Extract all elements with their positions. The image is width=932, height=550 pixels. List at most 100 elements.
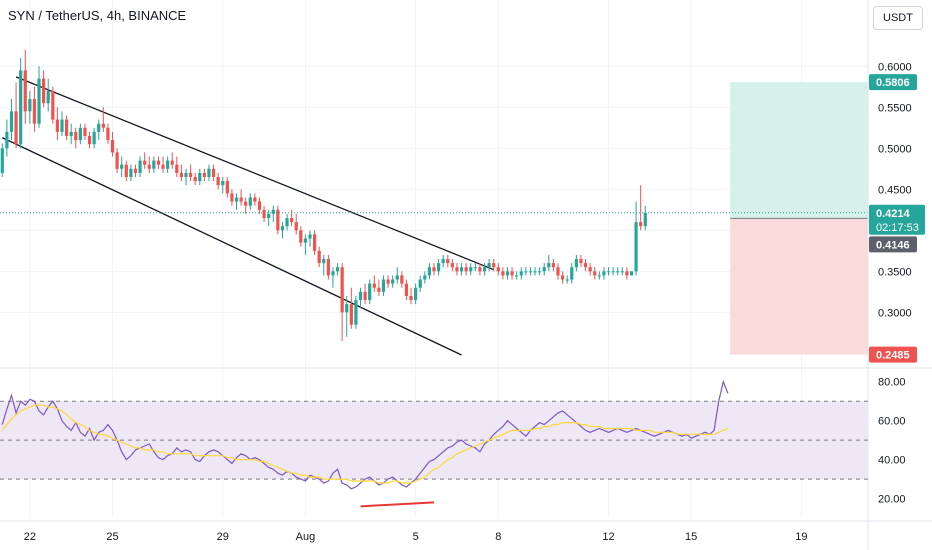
time-tick-label-3: Aug bbox=[296, 531, 316, 543]
candle-55 bbox=[253, 193, 257, 206]
candle-98 bbox=[450, 259, 454, 272]
candle-body-118 bbox=[542, 267, 546, 272]
time-tick-label-5: 8 bbox=[495, 531, 501, 543]
candle-body-74 bbox=[340, 267, 344, 313]
candle-42 bbox=[193, 172, 197, 186]
candle-body-12 bbox=[55, 119, 60, 132]
candle-95 bbox=[436, 259, 441, 276]
candle-120 bbox=[551, 259, 556, 272]
candle-body-27 bbox=[124, 164, 128, 177]
candle-43 bbox=[198, 168, 202, 186]
candle-23 bbox=[106, 123, 110, 145]
candle-6 bbox=[28, 90, 32, 124]
candle-57 bbox=[262, 205, 266, 223]
candle-81 bbox=[372, 275, 376, 292]
candle-body-75 bbox=[345, 304, 349, 313]
candle-113 bbox=[519, 267, 523, 280]
candle-body-137 bbox=[629, 271, 634, 276]
candle-109 bbox=[501, 267, 505, 280]
candle-body-7 bbox=[32, 99, 37, 124]
candle-103 bbox=[473, 263, 477, 272]
candle-8 bbox=[37, 66, 41, 128]
candle-body-24 bbox=[110, 140, 115, 153]
candle-76 bbox=[349, 287, 353, 329]
candle-127 bbox=[583, 259, 588, 272]
candle-body-8 bbox=[37, 78, 41, 124]
candle-138 bbox=[634, 201, 638, 276]
candle-body-133 bbox=[611, 271, 615, 273]
candle-body-117 bbox=[538, 271, 542, 273]
candle-106 bbox=[487, 259, 491, 272]
rsi-tick-label-0: 20.00 bbox=[878, 494, 906, 506]
candle-body-110 bbox=[505, 271, 510, 276]
candle-body-120 bbox=[551, 263, 556, 268]
time-axis: 22 25 29 Aug 5 8 12 15 19 bbox=[24, 531, 808, 543]
currency-button[interactable]: USDT bbox=[873, 6, 923, 30]
candle-body-116 bbox=[533, 271, 537, 273]
candle-133 bbox=[611, 267, 615, 276]
candle-84 bbox=[386, 275, 390, 288]
candle-body-134 bbox=[616, 271, 620, 273]
candle-2 bbox=[9, 99, 14, 141]
candle-body-42 bbox=[193, 176, 197, 182]
candle-41 bbox=[188, 164, 193, 182]
candle-body-128 bbox=[588, 267, 592, 272]
candle-65 bbox=[299, 226, 303, 247]
candle-body-104 bbox=[478, 267, 482, 272]
candle-body-96 bbox=[441, 259, 445, 264]
candle-126 bbox=[579, 254, 583, 268]
candle-body-4 bbox=[19, 70, 23, 145]
time-tick-label-1: 25 bbox=[106, 531, 118, 543]
candle-46 bbox=[211, 164, 216, 182]
candle-128 bbox=[588, 263, 592, 276]
candle-49 bbox=[225, 176, 229, 198]
candle-54 bbox=[248, 193, 252, 210]
candle-body-79 bbox=[363, 291, 367, 301]
candle-105 bbox=[482, 263, 487, 276]
candle-body-83 bbox=[381, 279, 386, 292]
current-price-tag-bg bbox=[869, 204, 925, 235]
candle-body-86 bbox=[395, 275, 399, 280]
candle-82 bbox=[377, 279, 381, 296]
candle-102 bbox=[469, 263, 473, 276]
entry-price-tag: 0.4146 bbox=[876, 239, 910, 251]
candle-body-84 bbox=[386, 279, 390, 284]
candle-body-34 bbox=[156, 160, 161, 165]
candle-body-103 bbox=[473, 267, 477, 269]
candle-15 bbox=[69, 123, 73, 145]
candle-13 bbox=[60, 111, 64, 136]
candle-body-26 bbox=[120, 164, 124, 169]
candle-78 bbox=[358, 287, 363, 309]
candle-body-102 bbox=[469, 267, 473, 272]
candle-body-68 bbox=[312, 234, 317, 251]
candle-52 bbox=[239, 189, 243, 206]
candle-body-57 bbox=[262, 209, 266, 219]
candle-85 bbox=[391, 275, 395, 288]
candle-body-91 bbox=[418, 279, 422, 288]
candle-body-44 bbox=[202, 172, 206, 177]
candle-body-81 bbox=[372, 283, 376, 288]
entry-price-tag-bg bbox=[869, 236, 917, 253]
candle-body-64 bbox=[294, 222, 298, 231]
rsi-series-rsi bbox=[1, 379, 729, 490]
candle-51 bbox=[234, 193, 239, 210]
candle-1 bbox=[5, 119, 9, 157]
candle-132 bbox=[606, 267, 611, 276]
candle-body-38 bbox=[175, 164, 179, 173]
candle-38 bbox=[175, 156, 179, 177]
candle-29 bbox=[133, 164, 138, 177]
candle-body-55 bbox=[253, 197, 257, 202]
candle-135 bbox=[620, 267, 624, 276]
candle-body-93 bbox=[427, 267, 432, 276]
candle-50 bbox=[230, 189, 234, 206]
candle-body-94 bbox=[432, 267, 436, 272]
price-tick-label-3: 0.4500 bbox=[878, 184, 912, 196]
price-tick-label-5: 0.5500 bbox=[878, 102, 912, 114]
candle-100 bbox=[459, 263, 464, 276]
candle-62 bbox=[285, 213, 289, 231]
candle-34 bbox=[156, 156, 161, 169]
candle-body-32 bbox=[147, 164, 151, 169]
candle-80 bbox=[368, 279, 372, 305]
